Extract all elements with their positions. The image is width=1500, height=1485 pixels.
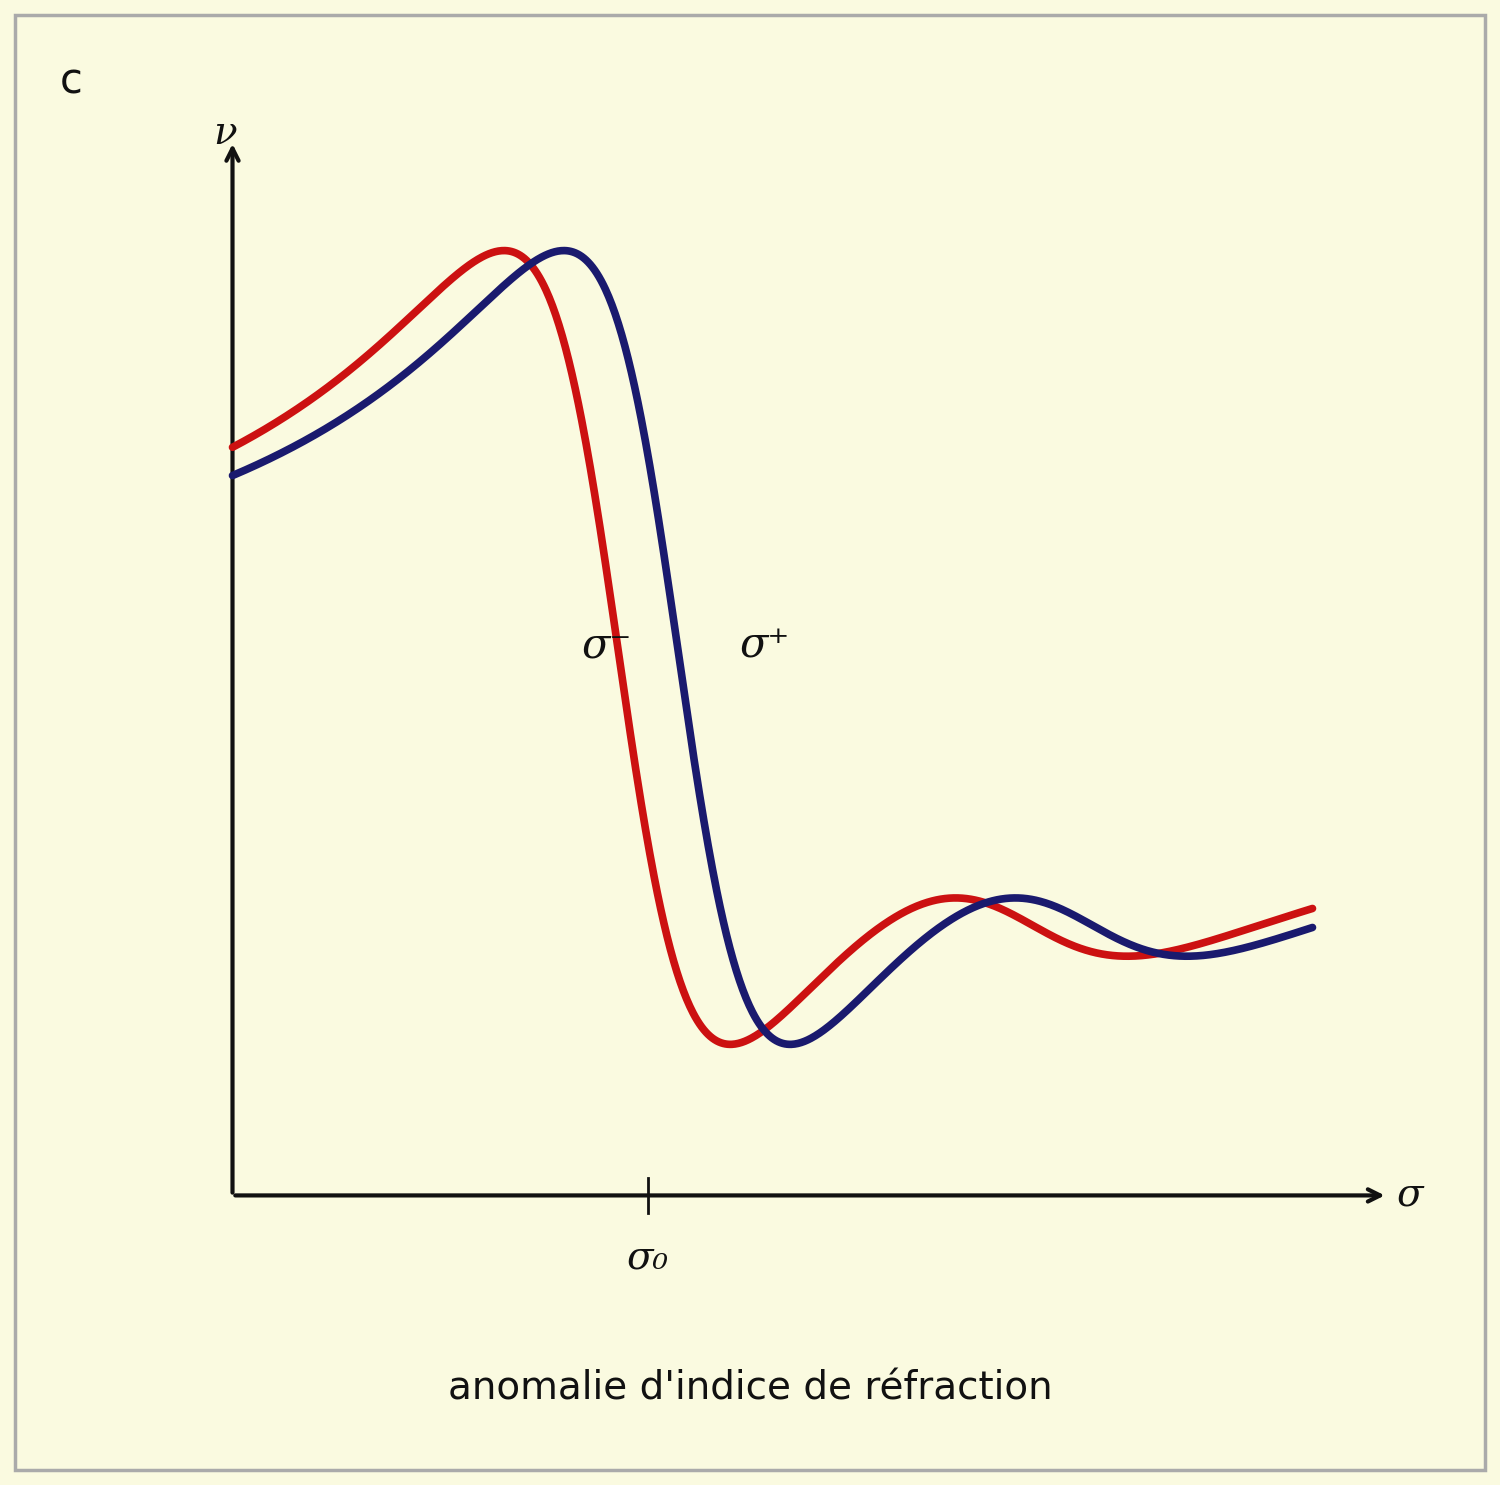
Text: c: c xyxy=(60,61,82,102)
Text: anomalie d'indice de réfraction: anomalie d'indice de réfraction xyxy=(447,1369,1053,1408)
Text: ν: ν xyxy=(213,116,237,151)
Text: σ₀: σ₀ xyxy=(627,1240,669,1276)
Text: σ⁺: σ⁺ xyxy=(740,625,790,667)
Text: σ: σ xyxy=(1396,1178,1423,1213)
Text: σ⁻: σ⁻ xyxy=(582,625,633,667)
